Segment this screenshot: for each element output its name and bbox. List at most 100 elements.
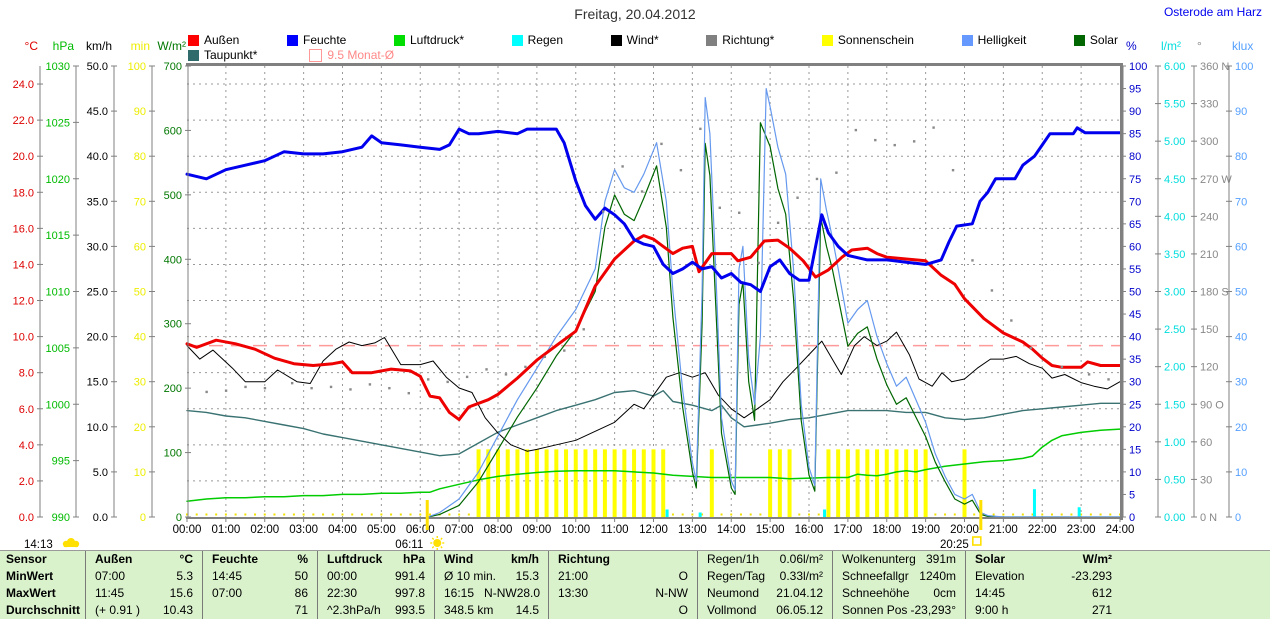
direction-dot (835, 171, 838, 174)
axis-tick-label: 50 (1235, 287, 1247, 299)
stats-cell: Regen/Tag 0.33l/m² (698, 568, 832, 585)
stats-cell: 14:45 50 (203, 568, 317, 585)
series-taupunkt (186, 390, 1121, 457)
sunshine-baseline-dot (409, 513, 412, 516)
stats-cell-label: 348.5 km (444, 603, 494, 617)
axis-tick-label: 20.0 (87, 332, 108, 344)
stats-cell: Sonnen Pos -23,293° (833, 602, 965, 619)
legend-swatch-icon (188, 49, 199, 61)
axis-tick-label: 70 (1235, 196, 1247, 208)
axis-tick-label: 3.00 (1164, 287, 1185, 299)
direction-dot (971, 259, 974, 262)
stats-cell: Luftdruck hPa (318, 551, 434, 568)
sunshine-baseline-dot (312, 513, 315, 516)
axis-tick-label: 0.0 (93, 512, 108, 524)
direction-dot (893, 143, 896, 147)
sunshine-bar (534, 449, 539, 517)
axis-tick-label: 2.00 (1164, 362, 1185, 374)
stats-cell: Feuchte% (203, 551, 317, 568)
direction-dot (205, 390, 208, 394)
sunshine-bar (884, 449, 889, 517)
stats-cell-label: 07:00 (95, 569, 126, 583)
stats-cell-value: 06.05.12 (776, 603, 823, 617)
axis-tick-label: 1005 (46, 343, 70, 355)
axis-tick-label: 10 (134, 467, 146, 479)
axis-tick-label: 700 (164, 61, 182, 73)
stats-cell-value: 15.6 (169, 586, 193, 600)
legend-item-helligkeit: Helligkeit (961, 33, 1026, 47)
stats-cell-label: 16:15 N-NW (444, 586, 517, 600)
axis-tick-label: 1020 (46, 174, 70, 186)
sunshine-bar (865, 449, 870, 517)
stats-cell: 16:15 N-NW 28.0 (435, 585, 548, 602)
axis-tick-label: 1030 (46, 61, 70, 73)
stats-cell: Schneehöhe 0cm (833, 585, 965, 602)
axis-tick-label: 75 (1129, 174, 1141, 186)
x-tick-label: 16:00 (795, 524, 824, 536)
axis-tick-label: 45 (1129, 309, 1141, 321)
x-tick-label: 21:00 (989, 524, 1018, 536)
x-tick-label: 13:00 (678, 524, 707, 536)
axis-tick-label: 5.00 (1164, 136, 1185, 148)
axis-header-deg: ° (1197, 39, 1202, 53)
sunshine-baseline-dot (428, 513, 431, 516)
axis-tick-label: 70 (1129, 196, 1141, 208)
axis-tick-label: 100 (164, 448, 182, 460)
x-tick-label: 11:00 (601, 524, 629, 536)
rain-bar (823, 509, 827, 517)
sunshine-baseline-dot (1089, 513, 1092, 516)
legend-label: Richtung* (722, 33, 775, 47)
axis-tick-label: 3.50 (1164, 249, 1185, 261)
axis-tick-label: 40.0 (87, 151, 108, 163)
direction-dot (757, 261, 760, 265)
sunshine-bar (593, 449, 598, 517)
axis-tick-label: 1.00 (1164, 437, 1185, 449)
axis-tick-label: 40 (1235, 332, 1247, 344)
axis-tick-label: 50 (1129, 287, 1141, 299)
legend-swatch-icon (309, 48, 323, 62)
axis-tick-label: 80 (1129, 151, 1141, 163)
axis-tick-label: 60 (1235, 241, 1247, 253)
axis-tick-label: 30 (1200, 474, 1212, 486)
stats-cell-value: -23.293 (1071, 569, 1112, 583)
axis-tick-label: 40 (134, 332, 146, 344)
axis-tick-label: 20 (1235, 422, 1247, 434)
direction-dot (224, 389, 228, 392)
legend-swatch-icon (511, 34, 523, 46)
legend-item-taupunkt-: Taupunkt* (188, 48, 257, 62)
rain-bar (698, 512, 702, 517)
axis-tick-label: 100 (1129, 61, 1147, 73)
stats-group-unit: hPa (402, 552, 425, 566)
axis-tick-label: 10.0 (13, 332, 34, 344)
stats-cell: 14:45 612 (966, 585, 1121, 602)
rain-bar (1032, 489, 1036, 517)
axis-tick-label: 16.0 (13, 223, 34, 235)
sunshine-baseline-dot (681, 513, 684, 516)
stats-cell-label: 07:00 (212, 586, 243, 600)
axis-tick-label: 30.0 (87, 241, 108, 253)
sunshine-bar (505, 449, 510, 517)
stats-cell-value: 271 (1091, 603, 1112, 617)
legend-row-2: Taupunkt* 9.5 Monat-Ø (188, 48, 394, 62)
axis-tick-label: 85 (1129, 129, 1141, 141)
sunshine-baseline-dot (973, 513, 976, 516)
stats-cell-label: 21:00 (558, 569, 589, 583)
axis-header-temp: °C (25, 39, 39, 53)
sunshine-baseline-dot (186, 513, 188, 516)
legend-swatch-icon (706, 34, 718, 46)
x-tick-label: 23:00 (1067, 524, 1096, 536)
stats-cell: Richtung (549, 551, 697, 568)
axis-tick-label: 0 (176, 512, 182, 524)
axis-tick-label: 35.0 (87, 196, 108, 208)
axis-tick-label: 80 (134, 151, 146, 163)
sunshine-bar (923, 449, 928, 517)
sunshine-baseline-dot (273, 513, 276, 516)
axis-tick-label: 995 (52, 456, 70, 468)
direction-dot (1060, 365, 1064, 369)
direction-dot (310, 386, 313, 390)
sunshine-baseline-dot (1080, 513, 1083, 516)
sunshine-bar (651, 449, 656, 517)
sunshine-bar (768, 449, 773, 517)
legend-item-sonnenschein: Sonnenschein (821, 33, 914, 47)
rain-bar (665, 509, 669, 517)
